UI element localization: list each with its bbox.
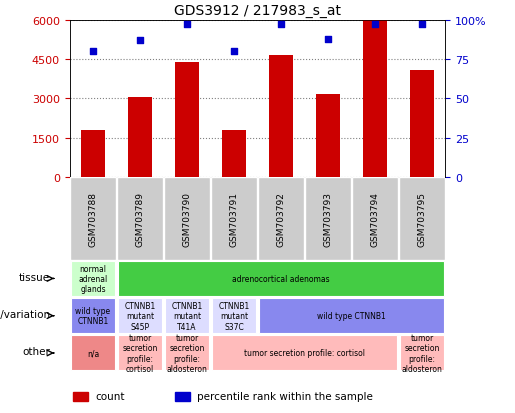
Bar — [164, 178, 210, 260]
Text: GSM703794: GSM703794 — [370, 192, 380, 246]
Bar — [175, 62, 199, 178]
Text: tumor
secretion
profile:
aldosteron: tumor secretion profile: aldosteron — [166, 333, 208, 373]
Text: tissue: tissue — [19, 272, 50, 282]
Point — [277, 22, 285, 28]
Bar — [259, 178, 303, 260]
Text: GSM703789: GSM703789 — [135, 192, 145, 246]
Bar — [400, 336, 444, 370]
Bar — [212, 178, 256, 260]
Text: tumor
secretion
profile:
cortisol: tumor secretion profile: cortisol — [123, 333, 158, 373]
Point — [89, 49, 97, 55]
Text: normal
adrenal
glands: normal adrenal glands — [78, 264, 108, 294]
Point — [136, 38, 144, 44]
Bar — [71, 261, 115, 296]
Bar — [305, 178, 351, 260]
Text: other: other — [22, 346, 50, 356]
Bar — [259, 299, 444, 333]
Point — [230, 49, 238, 55]
Text: count: count — [96, 392, 125, 401]
Text: CTNNB1
mutant
S37C: CTNNB1 mutant S37C — [218, 301, 250, 331]
Bar — [71, 178, 115, 260]
Text: CTNNB1
mutant
T41A: CTNNB1 mutant T41A — [171, 301, 202, 331]
Bar — [222, 131, 246, 178]
Text: genotype/variation: genotype/variation — [0, 309, 50, 319]
Bar — [117, 178, 163, 260]
Text: GSM703792: GSM703792 — [277, 192, 285, 246]
Text: CTNNB1
mutant
S45P: CTNNB1 mutant S45P — [125, 301, 156, 331]
Bar — [71, 299, 115, 333]
Bar — [165, 336, 209, 370]
Bar — [118, 299, 162, 333]
Bar — [352, 178, 398, 260]
Title: GDS3912 / 217983_s_at: GDS3912 / 217983_s_at — [174, 4, 341, 18]
Text: GSM703791: GSM703791 — [230, 192, 238, 246]
Text: wild type CTNNB1: wild type CTNNB1 — [317, 311, 386, 320]
Bar — [118, 336, 162, 370]
Bar — [212, 299, 256, 333]
Text: GSM703788: GSM703788 — [89, 192, 97, 246]
Bar — [363, 21, 387, 178]
Text: GSM703795: GSM703795 — [418, 192, 426, 246]
Text: GSM703793: GSM703793 — [323, 192, 333, 246]
Text: tumor secretion profile: cortisol: tumor secretion profile: cortisol — [244, 349, 365, 358]
Bar — [118, 261, 444, 296]
Point — [183, 22, 191, 28]
Bar — [71, 336, 115, 370]
Bar — [410, 70, 434, 178]
Bar — [165, 299, 209, 333]
Text: n/a: n/a — [87, 349, 99, 358]
Bar — [400, 178, 444, 260]
Bar — [73, 392, 89, 401]
Bar — [269, 56, 293, 178]
Text: GSM703790: GSM703790 — [182, 192, 192, 246]
Text: percentile rank within the sample: percentile rank within the sample — [197, 392, 373, 401]
Point — [371, 22, 379, 28]
Bar — [81, 131, 105, 178]
Text: wild type
CTNNB1: wild type CTNNB1 — [76, 306, 111, 325]
Bar — [316, 95, 340, 178]
Bar — [175, 392, 190, 401]
Text: tumor
secretion
profile:
aldosteron: tumor secretion profile: aldosteron — [402, 333, 442, 373]
Point — [324, 36, 332, 43]
Bar — [128, 98, 152, 178]
Text: adrenocortical adenomas: adrenocortical adenomas — [232, 274, 330, 283]
Bar — [212, 336, 397, 370]
Point — [418, 22, 426, 28]
